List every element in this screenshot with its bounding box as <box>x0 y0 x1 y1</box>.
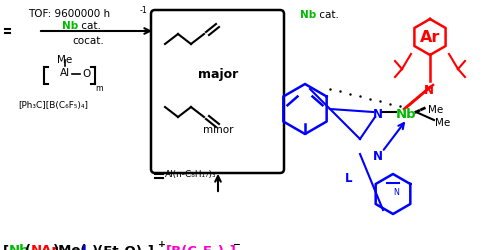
Text: N: N <box>373 108 383 120</box>
Text: minor: minor <box>203 124 233 134</box>
FancyBboxPatch shape <box>151 11 284 173</box>
Text: Nb: Nb <box>396 108 416 120</box>
Text: Me: Me <box>435 118 450 128</box>
Text: Me: Me <box>58 55 72 65</box>
Text: Nb: Nb <box>300 10 316 20</box>
Text: Nb: Nb <box>9 243 29 250</box>
Text: [B(C₆F₅)₄]: [B(C₆F₅)₄] <box>166 243 237 250</box>
Text: [: [ <box>3 243 9 250</box>
Text: −: − <box>233 239 241 248</box>
Text: m: m <box>95 84 102 93</box>
Text: NAr: NAr <box>31 243 59 250</box>
Text: )(Et₂O)₂]: )(Et₂O)₂] <box>92 243 155 250</box>
Text: cat.: cat. <box>316 10 339 20</box>
Text: L: L <box>345 171 352 184</box>
Text: N: N <box>424 84 434 96</box>
Text: Nb: Nb <box>62 21 78 31</box>
Text: Al: Al <box>60 68 70 78</box>
Text: )Me(: )Me( <box>53 243 88 250</box>
Text: L: L <box>82 243 90 250</box>
Text: N: N <box>373 150 383 162</box>
Text: major: major <box>198 68 238 81</box>
Text: TOF: 9600000 h: TOF: 9600000 h <box>28 9 110 19</box>
Text: +: + <box>158 239 166 248</box>
Text: (: ( <box>25 243 31 250</box>
Text: Ar: Ar <box>420 30 440 45</box>
Text: O: O <box>82 69 90 79</box>
Text: Al(n-C₈H₁₇)₃: Al(n-C₈H₁₇)₃ <box>165 169 216 178</box>
Text: -1: -1 <box>140 6 148 15</box>
Text: [Ph₃C][B(C₆F₅)₄]: [Ph₃C][B(C₆F₅)₄] <box>18 100 88 110</box>
Text: N: N <box>393 188 399 197</box>
Text: cocat.: cocat. <box>72 36 104 46</box>
Text: cat.: cat. <box>78 21 101 31</box>
Text: Me: Me <box>428 104 444 115</box>
